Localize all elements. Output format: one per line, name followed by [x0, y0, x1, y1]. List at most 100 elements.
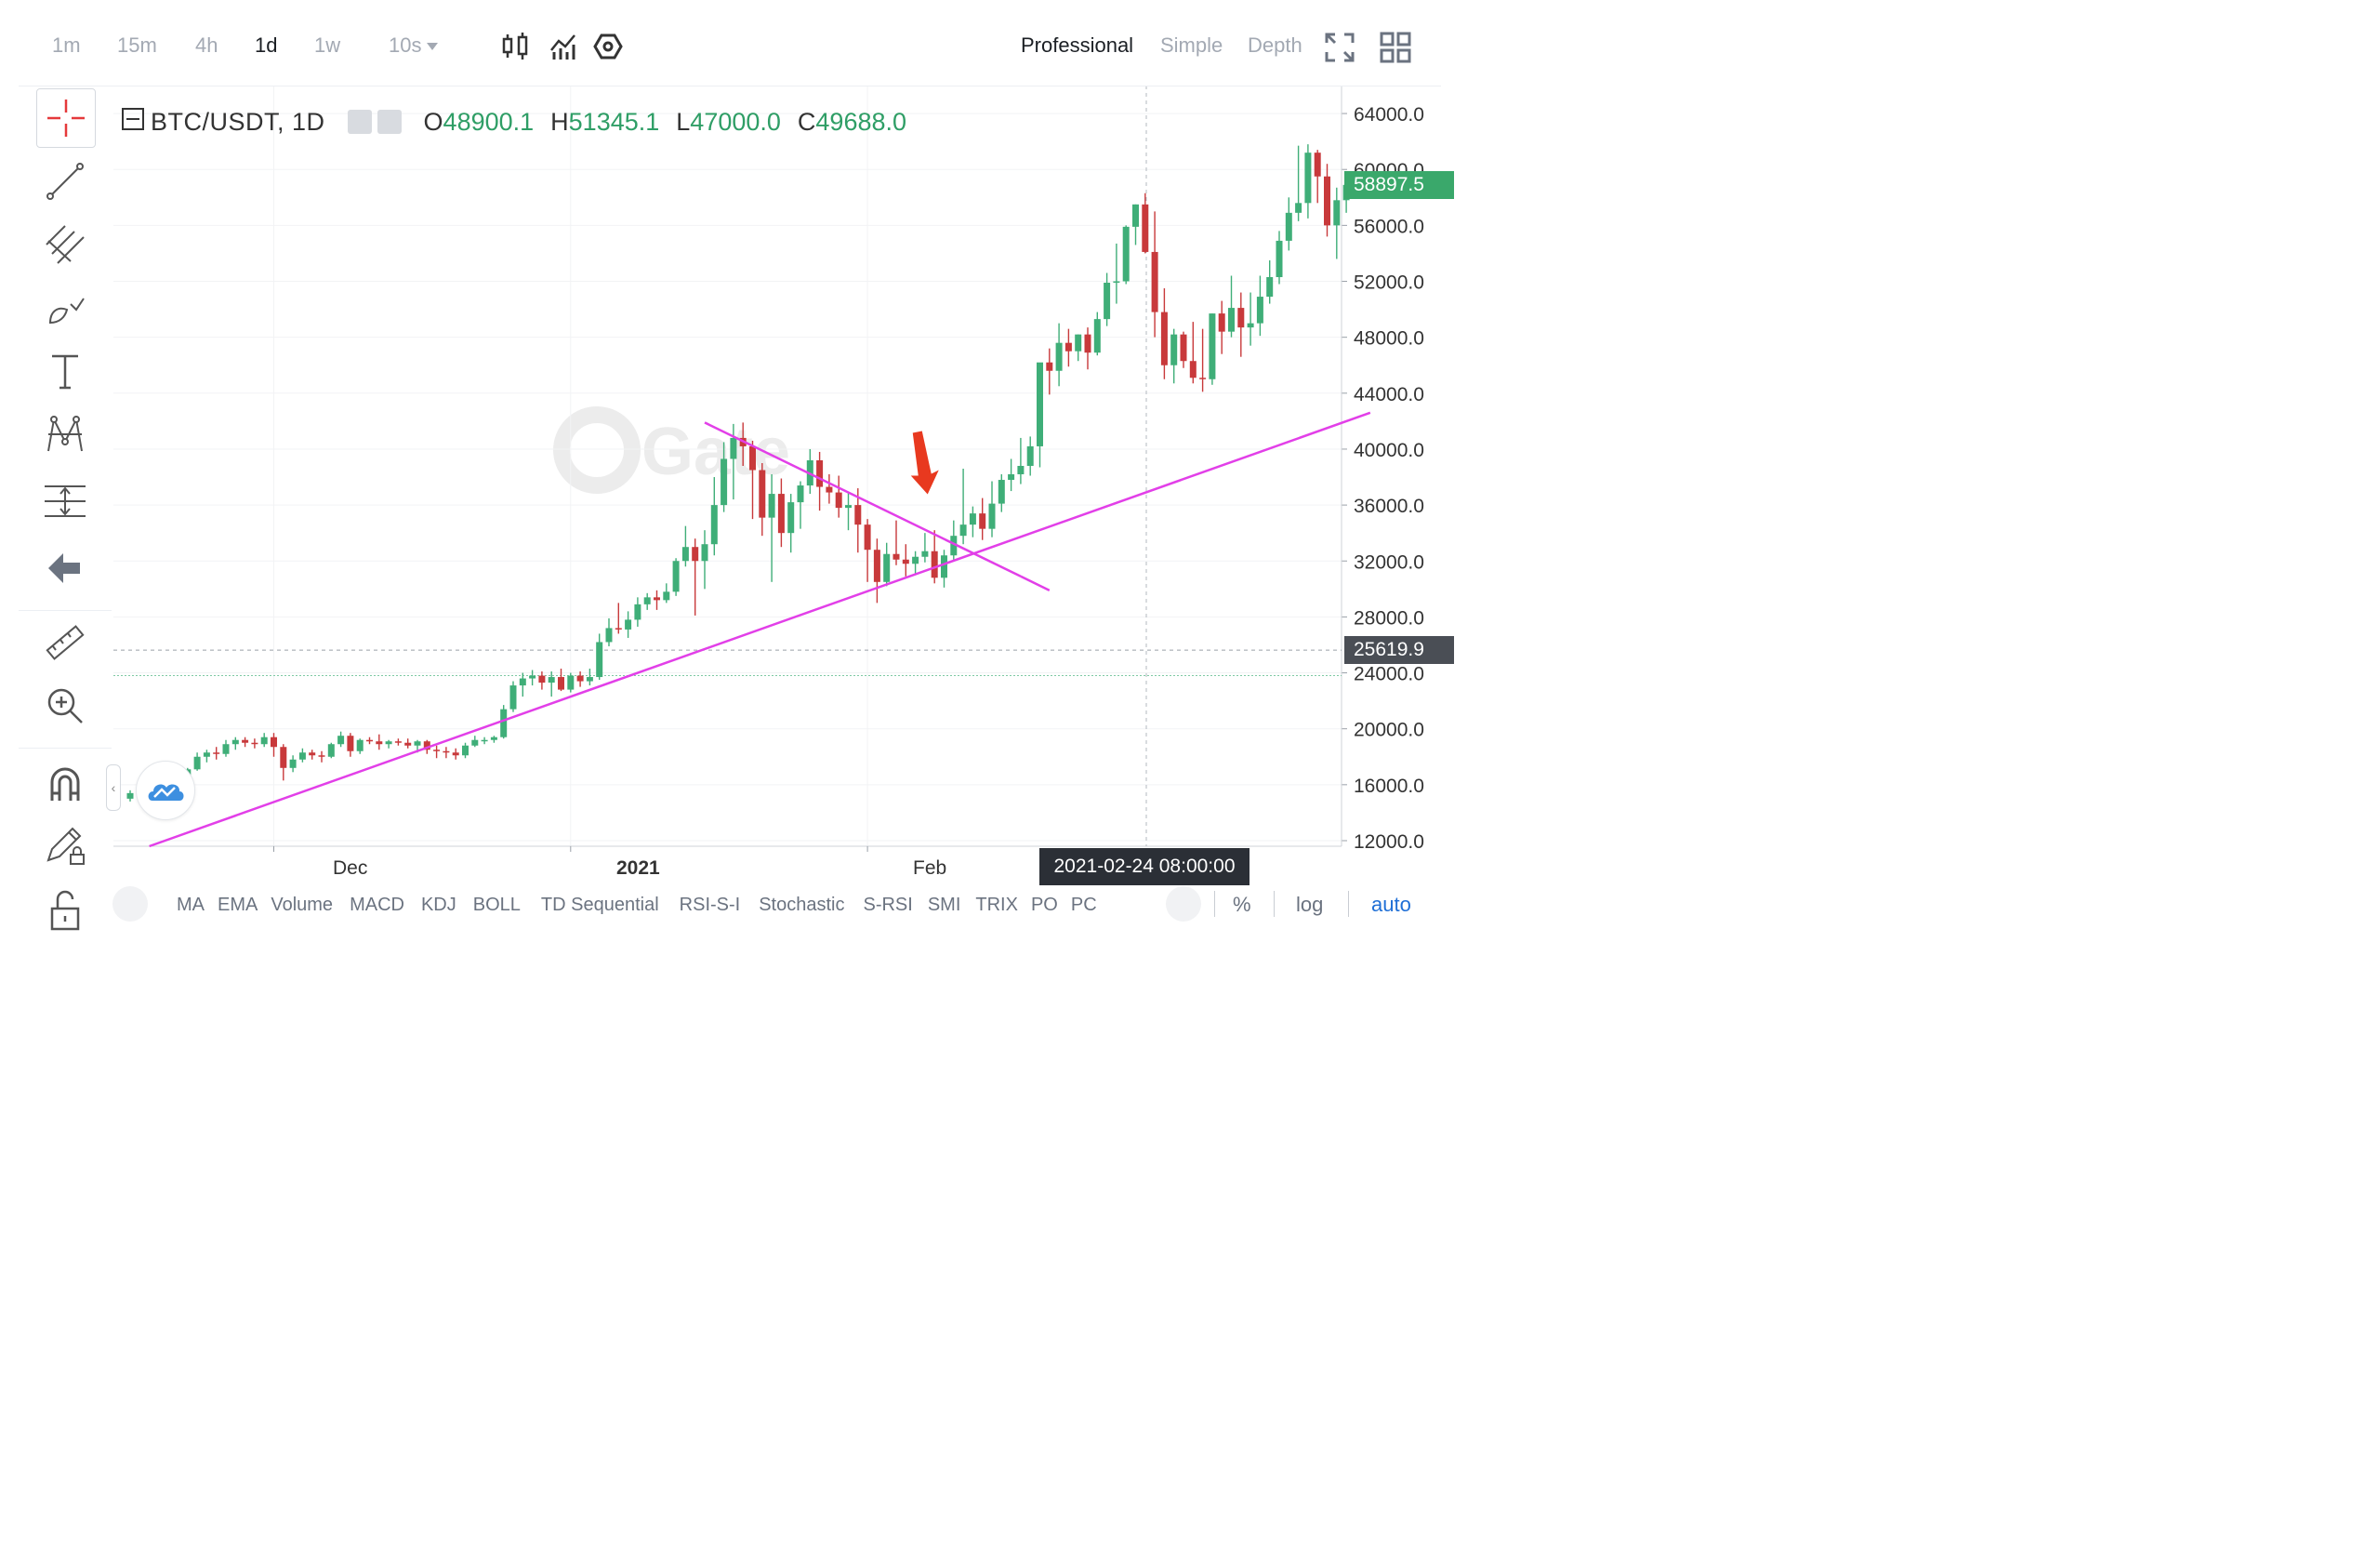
back-arrow-icon[interactable] [35, 539, 95, 597]
settings-hexagon-icon[interactable] [593, 32, 623, 61]
candle [672, 561, 680, 592]
log-scale-toggle[interactable]: log [1296, 893, 1324, 916]
candle [471, 739, 479, 746]
cloud-icon [148, 784, 184, 801]
pattern-icon[interactable] [35, 405, 95, 463]
candle [1113, 281, 1120, 284]
candlestick-chart[interactable]: Gate64000.060000.056000.052000.048000.04… [0, 0, 1458, 959]
candle [1256, 297, 1263, 324]
candle [1132, 204, 1139, 227]
trendline[interactable] [704, 421, 1022, 577]
indicator-boll[interactable]: BOLL [472, 894, 521, 915]
timeframe-4h[interactable]: 4h [195, 33, 218, 57]
grid-layout-icon[interactable] [1380, 32, 1411, 63]
candle [404, 742, 412, 746]
collapse-toolbar-button[interactable]: ‹ [106, 764, 121, 811]
lock-drawing-icon[interactable] [35, 816, 95, 874]
trend-line-icon[interactable] [35, 153, 95, 210]
cloud-sync-button[interactable] [136, 761, 195, 820]
candle [289, 759, 297, 768]
candle [1017, 466, 1025, 475]
candle [443, 750, 450, 753]
view-professional[interactable]: Professional [1021, 33, 1134, 57]
indicator-ma[interactable]: MA [177, 894, 205, 915]
crosshair-icon[interactable] [36, 88, 96, 148]
eye-icon[interactable] [347, 110, 372, 134]
last-price-tag: 58897.5 [1344, 170, 1454, 199]
auto-scale-toggle[interactable]: auto [1371, 893, 1411, 916]
bottom-divider [1214, 891, 1215, 917]
candle [1008, 474, 1015, 481]
candle [1026, 445, 1034, 466]
crosshair-price-tag: 25619.9 [1344, 636, 1454, 665]
ruler-icon[interactable] [35, 614, 95, 671]
candlestick-chart-icon[interactable] [500, 32, 530, 61]
indicator-macd[interactable]: MACD [350, 894, 404, 915]
candle [615, 628, 622, 630]
candle [462, 745, 469, 756]
candle [509, 685, 517, 710]
candle [596, 642, 603, 678]
text-icon[interactable] [35, 342, 95, 400]
candle [1189, 361, 1197, 378]
unlock-icon[interactable] [35, 880, 95, 937]
y-tick-label: 16000.0 [1354, 776, 1424, 797]
indicator-chart-icon[interactable] [549, 32, 578, 61]
candle [1064, 342, 1072, 352]
indicator-s-rsi[interactable]: S-RSI [863, 894, 913, 915]
percent-scale-toggle[interactable]: % [1233, 893, 1251, 916]
measure-icon[interactable] [35, 472, 95, 530]
candle [921, 551, 929, 557]
trendline[interactable] [149, 411, 1371, 848]
indicator-td-sequential[interactable]: TD Sequential [540, 894, 659, 915]
indicator-trix[interactable]: TRIX [975, 894, 1018, 915]
candle [337, 736, 345, 745]
y-tick-label: 40000.0 [1354, 440, 1424, 461]
timeframe-1w[interactable]: 1w [314, 33, 341, 57]
chevron-down-icon [427, 43, 439, 51]
candle [1084, 334, 1091, 353]
candle [1295, 203, 1302, 213]
candle [423, 741, 430, 750]
y-tick-label: 24000.0 [1354, 664, 1424, 685]
indicator-volume[interactable]: Volume [271, 894, 334, 915]
timeframe-10s-dropdown[interactable]: 10s [389, 33, 439, 58]
candle [681, 547, 689, 562]
candle [1276, 240, 1283, 278]
zoom-in-icon[interactable] [35, 677, 95, 735]
trendline-extension [1020, 575, 1051, 591]
candle [959, 524, 967, 537]
indicator-kdj[interactable]: KDJ [420, 894, 456, 915]
symbol-title: BTC/USDT, 1D [151, 107, 325, 136]
x-tick-label: Feb [913, 857, 947, 879]
watermark-logo [553, 406, 641, 494]
timeframe-15m[interactable]: 15m [117, 33, 157, 57]
scroll-right-button[interactable] [1166, 886, 1201, 922]
candle [385, 741, 392, 745]
fullscreen-icon[interactable] [1324, 32, 1355, 62]
candle [854, 505, 862, 525]
scroll-left-button[interactable] [112, 886, 148, 922]
top-toolbar: 1m 15m 4h 1d 1w 10s Professional Simple … [19, 0, 1441, 86]
indicator-smi[interactable]: SMI [927, 894, 961, 915]
timeframe-1m[interactable]: 1m [52, 33, 81, 57]
candle [1160, 312, 1168, 365]
fib-channel-icon[interactable] [35, 216, 95, 273]
candle [979, 513, 986, 529]
candle [759, 470, 766, 518]
view-depth[interactable]: Depth [1248, 33, 1302, 57]
view-simple[interactable]: Simple [1160, 33, 1223, 57]
candle [1151, 251, 1158, 312]
indicator-pc[interactable]: PC [1070, 894, 1097, 915]
candle [1247, 323, 1254, 328]
brush-icon[interactable] [35, 279, 95, 337]
gear-icon[interactable] [377, 110, 402, 134]
collapse-legend-icon[interactable] [121, 107, 145, 138]
indicator-stochastic[interactable]: Stochastic [759, 894, 845, 915]
indicator-ema[interactable]: EMA [218, 894, 258, 915]
candle [988, 503, 996, 529]
timeframe-1d[interactable]: 1d [255, 33, 278, 57]
indicator-rsi-s-i[interactable]: RSI-S-I [679, 894, 741, 915]
indicator-po[interactable]: PO [1030, 894, 1058, 915]
magnet-icon[interactable] [35, 755, 95, 813]
